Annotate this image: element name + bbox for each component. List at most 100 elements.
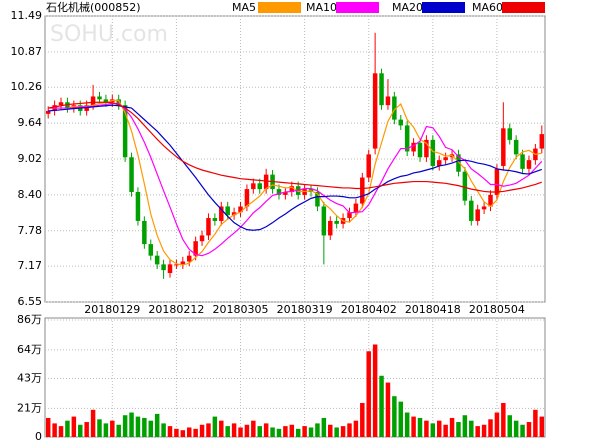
candle-body bbox=[404, 125, 410, 152]
candle-body bbox=[276, 189, 282, 195]
candle-body bbox=[283, 192, 288, 195]
y-tick-label: 10.26 bbox=[11, 80, 43, 93]
candle-body bbox=[321, 206, 327, 236]
candle-body bbox=[103, 99, 109, 103]
candle-body bbox=[193, 241, 198, 256]
candle-body bbox=[219, 206, 224, 221]
candle-body bbox=[379, 73, 384, 106]
volume-bar bbox=[366, 351, 371, 437]
volume-bar bbox=[353, 420, 359, 437]
volume-bar bbox=[154, 413, 160, 437]
candle-body bbox=[539, 134, 545, 149]
volume-bar bbox=[231, 423, 237, 437]
candle-body bbox=[212, 218, 218, 221]
candle-body bbox=[231, 212, 237, 216]
x-tick-label: 20180504 bbox=[469, 303, 525, 316]
volume-bar bbox=[90, 409, 96, 437]
candle-body bbox=[366, 154, 371, 178]
volume-tick-label: 43万 bbox=[17, 372, 42, 385]
legend-swatch bbox=[422, 2, 465, 13]
candle-body bbox=[513, 139, 519, 155]
volume-bar bbox=[161, 423, 166, 437]
volume-bar bbox=[270, 427, 275, 437]
volume-bar bbox=[430, 423, 436, 437]
candle-body bbox=[488, 194, 493, 207]
candle-body bbox=[45, 110, 51, 114]
volume-bar bbox=[481, 424, 487, 437]
volume-bar bbox=[436, 420, 442, 437]
candle-body bbox=[475, 209, 480, 221]
candle-body bbox=[334, 220, 339, 224]
volume-bar bbox=[58, 426, 64, 437]
candle-body bbox=[398, 119, 404, 126]
volume-bar bbox=[212, 416, 218, 437]
candle-body bbox=[206, 218, 211, 236]
y-tick-label: 7.17 bbox=[18, 259, 43, 272]
volume-bar bbox=[443, 424, 448, 437]
y-tick-label: 10.87 bbox=[11, 45, 43, 58]
candle-body bbox=[481, 206, 487, 210]
volume-bar bbox=[385, 382, 391, 437]
candle-body bbox=[315, 192, 320, 207]
volume-bar bbox=[71, 416, 77, 437]
y-tick-label: 9.64 bbox=[18, 116, 43, 129]
volume-bar bbox=[513, 420, 519, 437]
candle-body bbox=[443, 157, 448, 161]
candle-body bbox=[180, 261, 186, 265]
candle-body bbox=[90, 96, 96, 106]
candle-body bbox=[142, 220, 147, 245]
ma-line bbox=[48, 102, 543, 257]
volume-bar bbox=[193, 428, 198, 437]
candle-body bbox=[174, 264, 179, 266]
candle-body bbox=[257, 183, 262, 190]
candle-body bbox=[411, 142, 416, 152]
x-tick-label: 20180212 bbox=[148, 303, 204, 316]
legend-swatch bbox=[502, 2, 545, 13]
volume-bar bbox=[238, 427, 243, 437]
volume-bar bbox=[411, 416, 416, 437]
candle-body bbox=[263, 174, 269, 190]
y-tick-label: 8.40 bbox=[18, 188, 43, 201]
x-tick-label: 20180418 bbox=[405, 303, 461, 316]
volume-bar bbox=[206, 423, 211, 437]
candle-body bbox=[161, 264, 166, 271]
candle-body bbox=[424, 139, 429, 158]
volume-bar bbox=[302, 426, 307, 437]
volume-tick-label: 86万 bbox=[17, 313, 42, 326]
volume-bar bbox=[501, 402, 506, 437]
candle-body bbox=[328, 220, 333, 236]
candle-body bbox=[436, 160, 442, 166]
volume-bar bbox=[257, 426, 262, 437]
volume-bar bbox=[180, 430, 186, 437]
volume-bar bbox=[475, 426, 480, 437]
candle-body bbox=[385, 96, 391, 106]
x-tick-label: 20180402 bbox=[341, 303, 397, 316]
volume-bar bbox=[122, 415, 128, 437]
volume-bar bbox=[148, 420, 154, 437]
volume-bar bbox=[78, 424, 83, 437]
volume-bar bbox=[520, 424, 525, 437]
y-tick-label: 7.78 bbox=[18, 224, 43, 237]
volume-bar bbox=[315, 423, 320, 437]
candle-body bbox=[456, 154, 461, 172]
volume-bar bbox=[219, 420, 224, 437]
volume-bar bbox=[334, 427, 339, 437]
candle-body bbox=[244, 189, 250, 207]
legend-label: MA5 bbox=[232, 1, 256, 14]
volume-bar bbox=[533, 409, 538, 437]
candle-body bbox=[167, 264, 173, 274]
ma-line bbox=[48, 104, 542, 231]
candle-body bbox=[507, 128, 512, 140]
candle-body bbox=[289, 186, 295, 192]
volume-bar bbox=[539, 416, 545, 437]
volume-bar bbox=[276, 428, 282, 437]
candle-body bbox=[360, 177, 365, 204]
candle-body bbox=[417, 142, 423, 158]
volume-bar bbox=[52, 423, 57, 437]
volume-bar bbox=[103, 423, 109, 437]
watermark: SOHU.com bbox=[50, 22, 168, 47]
ma-line bbox=[48, 99, 542, 266]
volume-bar bbox=[321, 417, 327, 437]
volume-bar bbox=[347, 423, 352, 437]
volume-bar bbox=[308, 427, 314, 437]
